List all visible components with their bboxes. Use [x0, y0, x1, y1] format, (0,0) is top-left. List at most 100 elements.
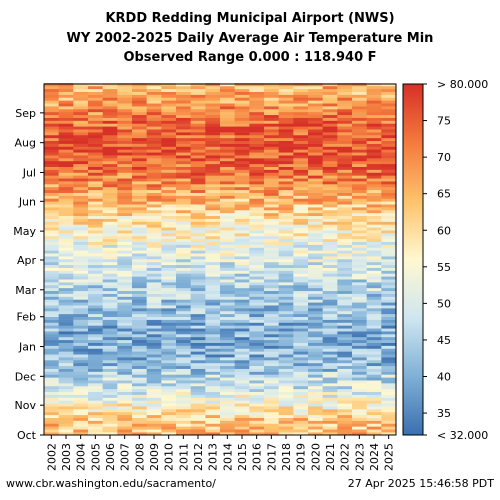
heatmap-cell: [161, 250, 177, 254]
heatmap-cell: [44, 152, 59, 156]
heatmap-cell: [44, 143, 59, 147]
heatmap-cell: [249, 198, 265, 202]
heatmap-cell: [176, 411, 191, 416]
heatmap-cell: [205, 377, 221, 381]
heatmap-cell: [366, 348, 382, 352]
heatmap-cell: [234, 91, 250, 95]
heatmap-cell: [176, 140, 191, 144]
heatmap-cell: [337, 120, 353, 124]
heatmap-cell: [278, 132, 294, 136]
heatmap-cell: [190, 313, 206, 318]
heatmap-cell: [190, 284, 206, 289]
heatmap-cell: [337, 397, 353, 401]
heatmap-cell: [58, 175, 74, 179]
heatmap-cell: [205, 181, 221, 185]
heatmap-cell: [161, 192, 177, 196]
heatmap-cell: [293, 169, 309, 173]
heatmap-cell: [58, 97, 74, 101]
heatmap-cell: [308, 247, 323, 251]
heatmap-cell: [58, 411, 74, 416]
heatmap-cell: [322, 264, 338, 268]
heatmap-cell: [249, 259, 265, 263]
heatmap-cell: [161, 146, 177, 150]
heatmap-cell: [293, 215, 309, 219]
heatmap-cell: [337, 290, 353, 294]
heatmap-cell: [264, 351, 279, 355]
heatmap-cell: [366, 400, 382, 404]
heatmap-cell: [161, 354, 177, 358]
heatmap-cell: [352, 172, 367, 176]
heatmap-cell: [293, 348, 309, 352]
heatmap-cell: [132, 106, 147, 110]
colorbar-tick-label: 45: [437, 334, 451, 347]
heatmap-cell: [381, 106, 397, 110]
heatmap-cell: [102, 394, 118, 398]
heatmap-cell: [58, 308, 74, 312]
heatmap-cell: [220, 279, 235, 283]
heatmap-cell: [205, 290, 221, 294]
heatmap-cell: [146, 143, 162, 147]
heatmap-cell: [366, 88, 382, 92]
heatmap-cell: [117, 230, 133, 234]
heatmap-cell: [132, 166, 147, 170]
heatmap-cell: [176, 296, 191, 300]
heatmap-cell: [190, 181, 206, 185]
heatmap-cell: [58, 261, 74, 266]
heatmap-cell: [264, 163, 279, 167]
heatmap-cell: [234, 143, 250, 147]
heatmap-cell: [146, 394, 162, 398]
heatmap-cell: [308, 261, 323, 266]
heatmap-cell: [73, 233, 89, 237]
heatmap-cell: [249, 204, 265, 208]
heatmap-cell: [249, 244, 265, 248]
heatmap-cell: [264, 270, 279, 274]
heatmap-cell: [88, 132, 103, 136]
heatmap-cell: [117, 117, 133, 121]
heatmap-cell: [293, 420, 309, 424]
heatmap-cell: [146, 359, 162, 364]
heatmap-cell: [88, 377, 103, 381]
heatmap-cell: [278, 137, 294, 142]
heatmap-cell: [234, 299, 250, 303]
heatmap-cell: [132, 308, 147, 312]
heatmap-cell: [146, 198, 162, 202]
heatmap-cell: [322, 132, 338, 136]
heatmap-cell: [146, 336, 162, 341]
heatmap-cell: [264, 137, 279, 142]
heatmap-cell: [176, 250, 191, 254]
heatmap-cell: [73, 129, 89, 133]
heatmap-cell: [220, 420, 235, 424]
heatmap-cell: [337, 227, 353, 231]
heatmap-cell: [73, 400, 89, 404]
heatmap-cell: [264, 175, 279, 179]
heatmap-cell: [132, 359, 147, 364]
heatmap-cell: [264, 287, 279, 292]
heatmap-cell: [44, 313, 59, 318]
heatmap-cell: [366, 310, 382, 315]
heatmap-cell: [88, 120, 103, 124]
heatmap-cell: [161, 429, 177, 433]
heatmap-cell: [381, 94, 397, 98]
heatmap-cell: [102, 149, 118, 153]
heatmap-cell: [278, 420, 294, 424]
heatmap-cell: [58, 109, 74, 113]
heatmap-cell: [220, 256, 235, 260]
heatmap-cell: [308, 409, 323, 413]
heatmap-cell: [132, 371, 147, 375]
heatmap-cell: [381, 181, 397, 185]
heatmap-cell: [146, 106, 162, 110]
heatmap-cell: [381, 149, 397, 153]
heatmap-cell: [117, 123, 133, 127]
heatmap-cell: [205, 336, 221, 341]
heatmap-cell: [176, 331, 191, 335]
heatmap-cell: [220, 276, 235, 280]
heatmap-cell: [88, 316, 103, 320]
heatmap-cell: [88, 406, 103, 410]
heatmap-cell: [102, 380, 118, 384]
heatmap-cell: [132, 339, 147, 343]
heatmap-cell: [44, 204, 59, 208]
heatmap-cell: [366, 134, 382, 139]
heatmap-cell: [366, 169, 382, 173]
heatmap-cell: [176, 270, 191, 274]
heatmap-cell: [264, 235, 279, 240]
